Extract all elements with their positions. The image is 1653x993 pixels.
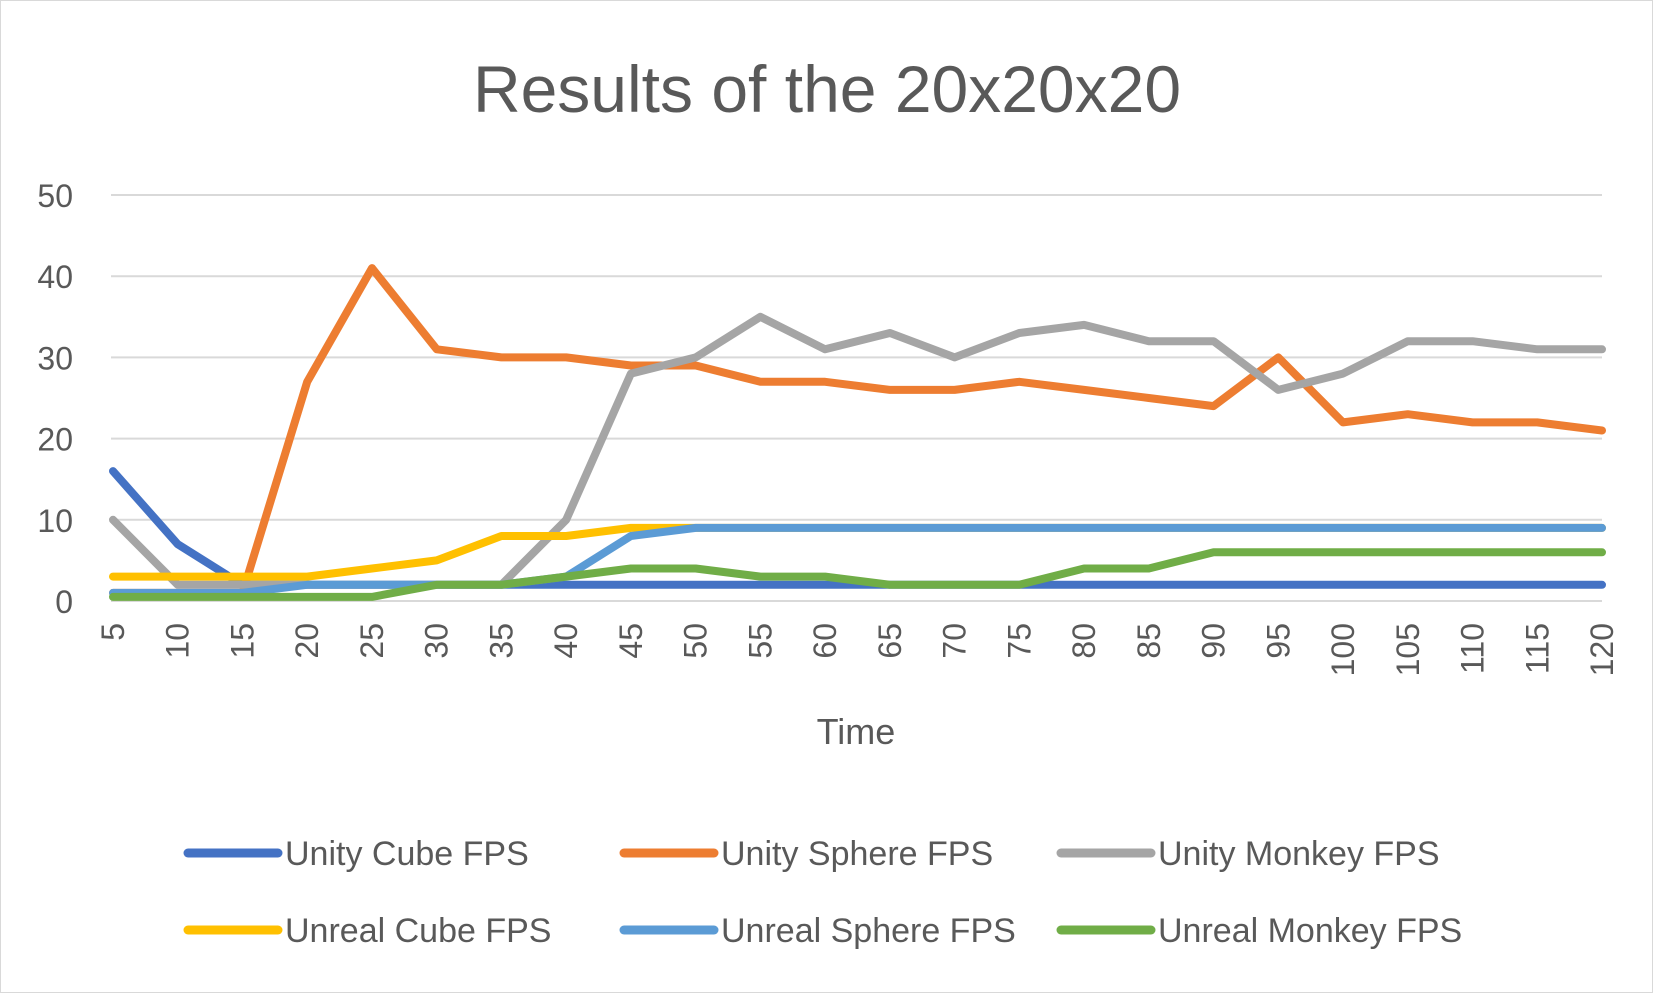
x-tick-label: 75 [1001,623,1037,659]
x-tick-label: 110 [1455,623,1491,674]
legend-item: Unity Sphere FPS [619,835,993,873]
x-tick-label: 120 [1584,623,1620,676]
x-axis-label: Time [817,711,896,752]
x-tick-label: 65 [872,623,908,659]
y-tick-label: 40 [37,259,73,295]
x-tick-label: 20 [289,623,325,659]
series-line-unreal-monkey-fps [109,548,1606,601]
y-tick-label: 20 [37,422,73,458]
x-tick-label: 90 [1196,623,1232,659]
legend-label: Unity Cube FPS [285,835,529,873]
series-line-unity-sphere-fps [109,264,1606,597]
legend-item: Unity Monkey FPS [1056,835,1440,873]
legend-label: Unreal Sphere FPS [721,912,1016,950]
legend-item: Unreal Cube FPS [183,912,551,950]
legend-label: Unity Sphere FPS [721,835,993,873]
legend-label: Unity Monkey FPS [1158,835,1440,873]
x-tick-label: 25 [354,623,390,659]
x-tick-label: 45 [613,623,649,659]
legend-item: Unity Cube FPS [183,835,529,873]
x-tick-label: 30 [419,623,455,659]
chart-title: Results of the 20x20x20 [473,52,1181,126]
x-tick-label: 15 [224,623,260,659]
legend-item: Unreal Sphere FPS [619,912,1016,950]
x-tick-label: 100 [1325,623,1361,676]
y-tick-label: 0 [55,584,73,620]
x-tick-label: 70 [937,623,973,659]
y-axis-tick-labels: 0 10 20 30 40 50 [37,178,73,620]
x-tick-label: 55 [742,623,778,659]
x-tick-label: 80 [1066,623,1102,659]
x-tick-label: 60 [807,623,843,659]
legend-label: Unreal Monkey FPS [1158,912,1462,950]
x-tick-label: 95 [1260,623,1296,659]
x-tick-label: 35 [483,623,519,659]
series-line-unreal-sphere-fps [109,523,1606,597]
x-tick-label: 10 [160,623,196,659]
gridlines [111,194,1602,602]
x-tick-label: 105 [1390,623,1426,676]
x-tick-label: 50 [678,623,714,659]
legend-item: Unreal Monkey FPS [1056,912,1462,950]
series-lines [109,264,1606,601]
legend: Unity Cube FPS Unity Sphere FPS Unity Monk… [183,835,1462,950]
x-tick-label: 5 [95,623,131,641]
y-tick-label: 10 [37,503,73,539]
y-tick-label: 50 [37,178,73,214]
x-tick-label: 40 [548,623,584,659]
x-tick-label: 85 [1131,623,1167,659]
legend-label: Unreal Cube FPS [285,912,551,950]
y-tick-label: 30 [37,340,73,376]
x-axis-tick-labels: 5 10 15 20 25 30 35 40 45 50 55 60 65 70 75 80 85 90 95 100… [95,623,1620,676]
x-tick-label: 115 [1519,623,1555,674]
